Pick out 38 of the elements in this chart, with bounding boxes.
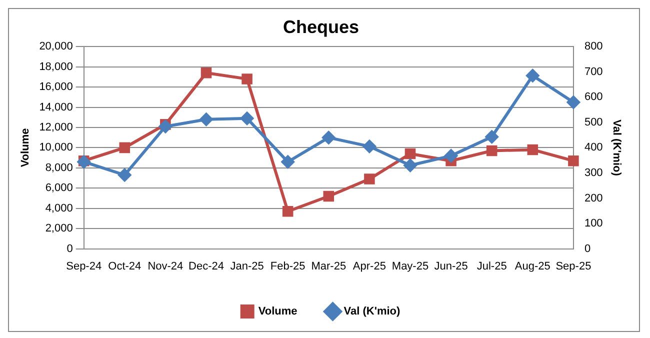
y-tick-label: 6,000 bbox=[45, 182, 73, 194]
y-tick-label: 20,000 bbox=[39, 40, 73, 53]
x-tick-label: May-25 bbox=[392, 260, 429, 272]
y-tick-label: 4,000 bbox=[45, 202, 73, 214]
y2-axis-title: Val (K'mio) bbox=[610, 119, 622, 176]
y-tick-label: 2,000 bbox=[45, 222, 73, 235]
x-tick-label: Sep-24 bbox=[66, 260, 102, 272]
y-tick-label: 10,000 bbox=[39, 142, 73, 154]
legend-label: Volume bbox=[258, 306, 298, 318]
x-tick-label: Dec-24 bbox=[188, 260, 224, 272]
y-tick-label: 18,000 bbox=[39, 60, 73, 73]
x-tick-label: Jan-25 bbox=[230, 260, 264, 272]
x-tick-label: Apr-25 bbox=[352, 260, 386, 272]
x-tick-label: Feb-25 bbox=[270, 260, 306, 272]
y2-tick-label: 100 bbox=[584, 218, 603, 230]
y2-tick-label: 800 bbox=[584, 40, 603, 53]
x-tick-label: Mar-25 bbox=[311, 260, 346, 272]
legend-label: Val (K'mio) bbox=[344, 306, 400, 318]
y2-tick-label: 500 bbox=[584, 116, 603, 128]
y-tick-label: 12,000 bbox=[39, 122, 73, 134]
x-tick-label: Aug-25 bbox=[514, 260, 550, 272]
x-tick-label: Jul-25 bbox=[476, 260, 507, 272]
x-tick-label: Oct-24 bbox=[108, 260, 142, 272]
x-tick-label: Sep-25 bbox=[556, 260, 592, 272]
x-tick-label: Nov-24 bbox=[148, 260, 184, 272]
x-tick-label: Jun-25 bbox=[434, 260, 468, 272]
y2-tick-label: 700 bbox=[584, 66, 603, 78]
y2-tick-label: 600 bbox=[584, 91, 603, 104]
y2-tick-label: 400 bbox=[584, 142, 603, 154]
y-tick-label: 8,000 bbox=[45, 162, 73, 174]
y2-tick-label: 0 bbox=[584, 242, 591, 255]
y2-tick-label: 200 bbox=[584, 192, 603, 204]
y-tick-label: 14,000 bbox=[39, 101, 73, 114]
chart-title: Cheques bbox=[282, 16, 360, 37]
y2-tick-label: 300 bbox=[584, 167, 603, 180]
y-tick-label: 16,000 bbox=[39, 81, 73, 94]
y-tick-label: 0 bbox=[66, 242, 73, 255]
y-axis-title: Volume bbox=[20, 128, 32, 168]
